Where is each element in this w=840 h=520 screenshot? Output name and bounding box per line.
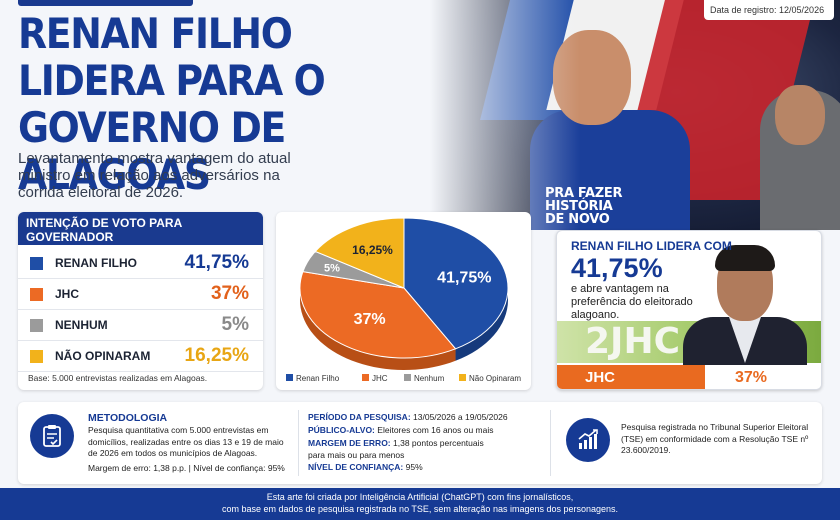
legend-label: JHC [372, 374, 388, 383]
headline-line: RENAN FILHO [18, 9, 293, 58]
pie-chart-card: 41,75% 37% 5% 16,25% Renan Filho JHC Nenhum Nã… [276, 212, 531, 390]
vote-candidate-name: RENAN FILHO [55, 256, 137, 270]
hero-fade [430, 0, 580, 230]
clipboard-icon [30, 414, 74, 458]
legend-label: Renan Filho [296, 374, 340, 383]
headline-line: LIDERA PARA O [18, 56, 326, 105]
vote-card-header: INTENÇÃO DE VOTO PARA GOVERNADOR (ESTIMU… [18, 212, 263, 253]
divider [550, 410, 551, 476]
legend-item: JHC [362, 374, 388, 383]
pie-slice-label: 5% [324, 263, 340, 275]
jhc-logo: 2JHC [585, 321, 680, 362]
vote-row: NENHUM 5% [18, 310, 263, 341]
crowd-person-head [775, 85, 825, 145]
period-value: 13/05/2026 a 19/05/2026 [413, 412, 508, 422]
pie-slice [299, 271, 457, 359]
opponent-bar-fill [557, 365, 705, 389]
chart-up-icon [566, 418, 610, 462]
audience-label: PÚBLICO-ALVO: [308, 425, 375, 435]
vote-card-title: INTENÇÃO DE VOTO PARA GOVERNADOR [26, 216, 182, 244]
pie-slice-label: 37% [354, 311, 386, 328]
pie-slice-label: 41,75% [437, 270, 491, 287]
margin-line: MARGEM DE ERRO: 1,38 pontos percentuais [308, 438, 484, 448]
opponent-percent: 37% [735, 369, 768, 386]
footer-line: com base em dados de pesquisa registrada… [221, 504, 619, 514]
footer-line: Esta arte foi criada por Inteligência Ar… [266, 492, 574, 502]
subhead: Levantamento mostra vantagem do atual mi… [18, 150, 291, 201]
vote-color-swatch [30, 288, 43, 301]
vote-card-subtitle: (ESTIMULADA) [26, 244, 83, 253]
vote-color-swatch [30, 257, 43, 270]
chart-legend: Renan Filho JHC Nenhum Não Opinaram [286, 374, 526, 386]
vote-row: RENAN FILHO 41,75% [18, 248, 263, 279]
vote-percent: 37% [210, 283, 249, 304]
audience-value: Eleitores com 16 anos ou mais [377, 425, 494, 435]
vote-row: NÃO OPINARAM 16,25% [18, 341, 263, 372]
methodology-strip: METODOLOGIA Pesquisa quantitativa com 5.… [18, 402, 822, 484]
pie-slice [314, 217, 405, 289]
opponent-bar: JHC 37% [557, 365, 821, 389]
period-label: PERÍODO DA PESQUISA: [308, 412, 411, 422]
pie-slice-side [300, 287, 456, 370]
legend-item: Renan Filho [286, 374, 339, 383]
audience-line: PÚBLICO-ALVO: Eleitores com 16 anos ou m… [308, 425, 494, 435]
margin-label: MARGEM DE ERRO: [308, 438, 391, 448]
opponent-hair [715, 245, 775, 271]
legend-swatch [286, 374, 293, 381]
top-badge [18, 0, 193, 6]
vote-candidate-name: JHC [55, 287, 80, 301]
pie-slice [403, 217, 509, 350]
margin-value: 1,38 pontos percentuais [393, 438, 484, 448]
legend-label: Não Opinaram [469, 374, 522, 383]
vote-card-base: Base: 5.000 entrevistas realizadas em Al… [28, 373, 208, 383]
legend-swatch [404, 374, 411, 381]
divider [298, 410, 299, 476]
vote-color-swatch [30, 319, 43, 332]
leader-card-text: e abre vantagem na preferência do eleito… [571, 283, 693, 321]
vote-candidate-name: NENHUM [55, 318, 108, 332]
pie-slice-side [455, 288, 508, 361]
leader-card-title: RENAN FILHO LIDERA COM [571, 239, 732, 253]
vote-percent: 5% [221, 314, 249, 335]
legend-item: Nenhum [404, 374, 444, 383]
vote-row: JHC 37% [18, 279, 263, 310]
registration-date: Data de registro: 12/05/2026 [704, 0, 834, 20]
confidence-value: 95% [405, 462, 423, 472]
margin-line-2: para mais ou para menos [308, 450, 405, 460]
period-line: PERÍODO DA PESQUISA: 13/05/2026 a 19/05/… [308, 412, 508, 422]
vote-percent: 16,25% [184, 345, 249, 366]
legend-label: Nenhum [414, 374, 445, 383]
methodology-text: Pesquisa quantitativa com 5.000 entrevis… [88, 425, 284, 458]
opponent-name: JHC [585, 369, 616, 386]
leader-card: 2JHC RENAN FILHO LIDERA COM 41,75% e abr… [556, 230, 822, 390]
methodology-title: METODOLOGIA [88, 412, 168, 424]
vote-color-swatch [30, 350, 43, 363]
legend-swatch [362, 374, 369, 381]
legend-swatch [459, 374, 466, 381]
tse-text: Pesquisa registrada no Tribunal Superior… [621, 422, 809, 455]
leader-percent: 41,75% [571, 253, 663, 283]
methodology-extra: Margem de erro: 1,38 p.p. | Nível de con… [88, 463, 285, 473]
vote-percent: 41,75% [184, 252, 249, 273]
pie-slice-label: 16,25% [352, 243, 393, 257]
opponent-bar-rest [705, 365, 821, 389]
vote-candidate-name: NÃO OPINARAM [55, 349, 151, 363]
headline-line: GOVERNO DE ALAGOAS [18, 103, 286, 199]
confidence-label: NÍVEL DE CONFIANÇA: [308, 462, 404, 472]
pie-chart: 41,75% 37% 5% 16,25% [299, 217, 509, 370]
footer: Esta arte foi criada por Inteligência Ar… [0, 488, 840, 520]
legend-item: Não Opinaram [459, 374, 521, 383]
vote-intention-card: INTENÇÃO DE VOTO PARA GOVERNADOR (ESTIMU… [18, 212, 263, 390]
headline: RENAN FILHO LIDERA PARA O GOVERNO DE ALA… [18, 10, 396, 198]
confidence-line: NÍVEL DE CONFIANÇA: 95% [308, 462, 423, 472]
